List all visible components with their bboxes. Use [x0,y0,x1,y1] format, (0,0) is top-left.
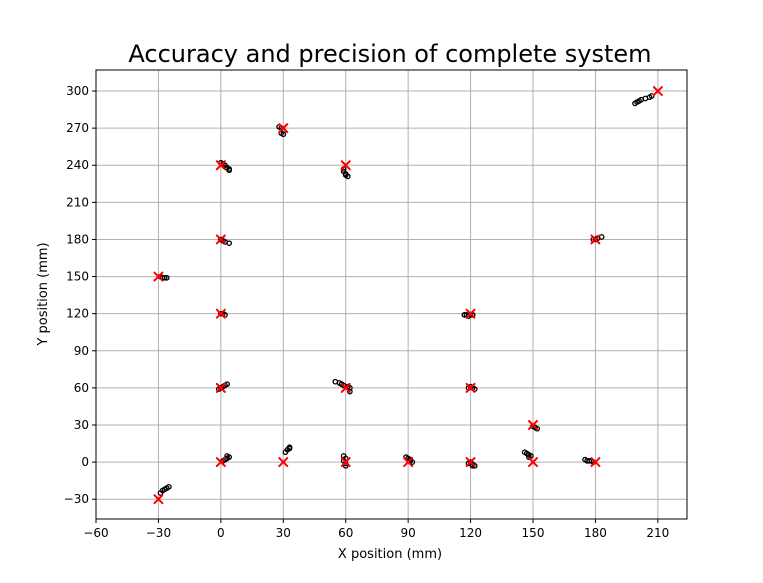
target-marker [153,271,164,282]
measured-point [534,425,541,432]
target-marker [278,457,289,468]
grid [95,70,687,519]
measured-point [163,274,170,281]
target-marker [528,457,539,468]
target-marker [465,457,476,468]
target-marker [340,457,351,468]
x-axis-label: X position (mm) [338,547,442,562]
measured-point [165,483,172,490]
x-tick-label: 210 [646,526,669,540]
y-tick-label: 120 [66,307,89,321]
measured-point [226,240,233,247]
target-marker [590,234,601,245]
measured-point [409,459,416,465]
measured-point [344,173,351,180]
x-tick-label: 180 [584,526,607,540]
y-tick-label: 0 [81,455,89,469]
target-marker [215,234,226,245]
target-marker [590,457,601,468]
target-marker [340,382,351,393]
target-marker [465,382,476,393]
measured-point [525,454,532,461]
y-tick-label: 210 [66,195,89,209]
target-marker [340,160,351,171]
x-tick-label: −60 [83,526,108,540]
y-tick-label: 150 [66,270,89,284]
chart-title: Accuracy and precision of complete syste… [128,40,651,68]
x-tick-label: 90 [401,526,416,540]
y-tick-label: −30 [64,492,89,506]
measured-point [224,453,230,459]
target-marker [465,308,476,319]
target-marker [153,494,164,505]
target-markers [153,86,663,505]
y-tick-label: 180 [66,232,89,246]
y-axis-label: Y position (mm) [36,242,51,346]
x-tick-label: 0 [217,526,225,540]
x-tick-label: 60 [338,526,353,540]
x-tick-label: 30 [276,526,291,540]
plot-area-frame [95,69,688,520]
y-tick-label: 270 [66,121,89,135]
y-tick-label: 30 [74,418,89,432]
measured-point [598,234,605,240]
measured-point [226,167,233,174]
target-marker [278,123,289,134]
axis-ticks: −60 −30 0 30 60 90 120 150 180 210 −30 0 30 60 90 120 15… [64,84,670,540]
measured-point [347,385,353,391]
y-tick-label: 300 [66,84,89,98]
x-tick-label: −30 [146,526,171,540]
target-marker [403,457,414,468]
y-tick-label: 90 [74,344,89,358]
measured-point [280,131,287,138]
measured-point [161,274,168,281]
target-marker [215,308,226,319]
measured-point [342,462,349,469]
target-marker [652,86,663,97]
measured-point [347,388,353,395]
target-marker [215,457,226,468]
target-marker [215,160,226,171]
target-marker [215,382,226,393]
target-marker [528,419,539,430]
x-tick-label: 150 [522,526,545,540]
measured-point [286,444,293,451]
x-tick-label: 120 [459,526,482,540]
y-tick-label: 240 [66,158,89,172]
measured-point [471,462,478,469]
y-tick-label: 60 [74,381,89,395]
